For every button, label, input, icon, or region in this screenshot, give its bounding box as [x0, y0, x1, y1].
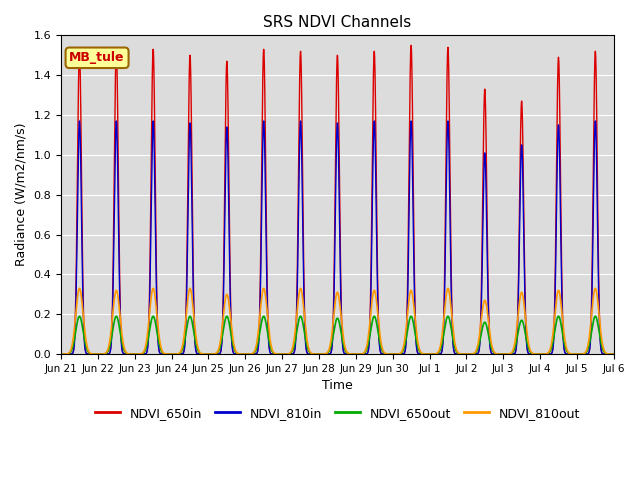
NDVI_650in — [407, 42, 415, 48]
NDVI_810out — [608, 351, 616, 357]
NDVI_810in — [414, 350, 422, 356]
NDVI_810in — [492, 351, 500, 357]
NDVI_810in — [591, 118, 599, 124]
NDVI_650in — [414, 350, 422, 356]
Text: MB_tule: MB_tule — [69, 51, 125, 64]
X-axis label: Time: Time — [322, 379, 353, 392]
NDVI_650out — [170, 351, 177, 357]
NDVI_810in — [170, 351, 177, 357]
NDVI_810in — [608, 351, 616, 357]
NDVI_810out — [57, 351, 65, 357]
Line: NDVI_650out: NDVI_650out — [61, 316, 614, 354]
NDVI_650in — [57, 351, 65, 357]
NDVI_650out — [414, 344, 422, 349]
NDVI_650out — [608, 351, 616, 357]
Line: NDVI_650in: NDVI_650in — [61, 45, 614, 354]
NDVI_810out — [170, 351, 177, 357]
NDVI_810in — [610, 351, 618, 357]
NDVI_810in — [264, 325, 272, 331]
NDVI_650in — [610, 351, 618, 357]
NDVI_650in — [170, 351, 177, 357]
NDVI_650in — [264, 317, 272, 323]
NDVI_810out — [492, 351, 500, 357]
NDVI_650out — [264, 332, 272, 338]
NDVI_650in — [608, 351, 616, 357]
NDVI_810in — [57, 351, 65, 357]
NDVI_650out — [175, 351, 183, 357]
NDVI_810out — [610, 351, 618, 357]
NDVI_810out — [175, 350, 183, 356]
NDVI_650in — [492, 351, 500, 357]
NDVI_810out — [264, 318, 272, 324]
NDVI_650out — [492, 351, 500, 357]
Legend: NDVI_650in, NDVI_810in, NDVI_650out, NDVI_810out: NDVI_650in, NDVI_810in, NDVI_650out, NDV… — [90, 402, 585, 425]
NDVI_810out — [76, 286, 83, 291]
Y-axis label: Radiance (W/m2/nm/s): Radiance (W/m2/nm/s) — [15, 123, 28, 266]
Line: NDVI_810out: NDVI_810out — [61, 288, 614, 354]
Line: NDVI_810in: NDVI_810in — [61, 121, 614, 354]
NDVI_810in — [175, 351, 183, 357]
NDVI_650in — [175, 351, 183, 357]
Title: SRS NDVI Channels: SRS NDVI Channels — [263, 15, 412, 30]
NDVI_650out — [76, 313, 83, 319]
NDVI_650out — [57, 351, 65, 357]
NDVI_650out — [610, 351, 618, 357]
NDVI_810out — [414, 338, 422, 344]
